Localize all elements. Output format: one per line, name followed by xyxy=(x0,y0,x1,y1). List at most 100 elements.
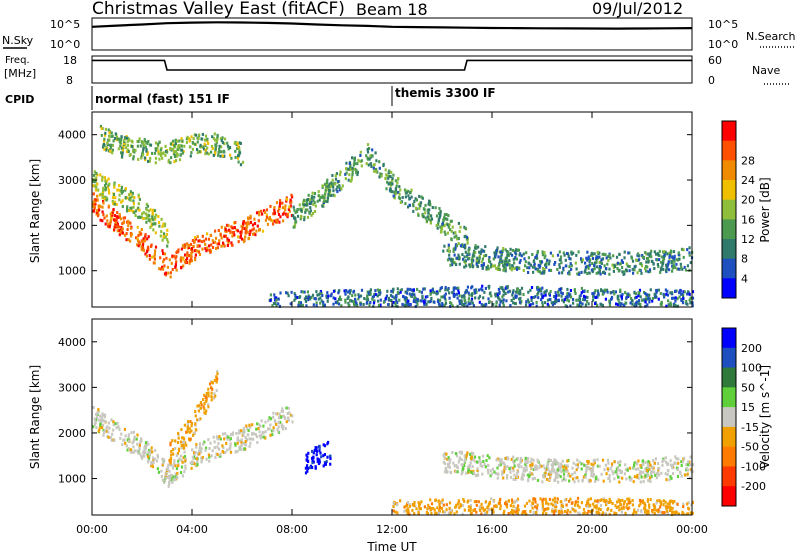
heatmap-cell xyxy=(448,296,451,300)
heatmap-cell xyxy=(627,292,630,296)
heatmap-cell xyxy=(389,189,392,193)
heatmap-cell xyxy=(642,298,645,302)
heatmap-cell xyxy=(682,460,685,464)
heatmap-cell xyxy=(114,222,117,226)
heatmap-cell xyxy=(429,508,433,512)
heatmap-cell xyxy=(372,304,375,308)
heatmap-cell xyxy=(414,206,418,210)
heatmap-cell xyxy=(238,446,241,450)
heatmap-cell xyxy=(542,294,545,298)
heatmap-cell xyxy=(549,251,552,255)
heatmap-cell xyxy=(646,252,649,256)
heatmap-cell xyxy=(498,463,501,467)
heatmap-cell xyxy=(670,291,674,295)
heatmap-cell xyxy=(653,508,656,512)
heatmap-cell xyxy=(406,287,409,291)
heatmap-cell xyxy=(531,472,534,476)
heatmap-cell xyxy=(574,292,577,295)
heatmap-cell xyxy=(584,268,587,272)
heatmap-cell xyxy=(429,292,432,296)
heatmap-cell xyxy=(648,268,652,272)
heatmap-cell xyxy=(159,151,162,155)
heatmap-cell xyxy=(154,245,158,249)
heatmap-cell xyxy=(446,223,449,227)
heatmap-cell xyxy=(638,254,641,258)
heatmap-cell xyxy=(510,457,513,461)
heatmap-cell xyxy=(257,427,260,430)
heatmap-cell xyxy=(253,232,256,236)
heatmap-cell xyxy=(560,261,563,265)
heatmap-cell xyxy=(392,300,395,304)
heatmap-cell xyxy=(237,145,240,149)
heatmap-cell xyxy=(164,475,167,479)
heatmap-cell xyxy=(479,461,483,465)
heatmap-cell xyxy=(643,501,646,505)
heatmap-cell xyxy=(175,475,178,479)
heatmap-cell xyxy=(238,439,241,443)
heatmap-cell xyxy=(255,435,259,439)
heatmap-cell xyxy=(675,304,678,308)
heatmap-cell xyxy=(166,244,169,248)
heatmap-cell xyxy=(138,197,141,201)
heatmap-cell xyxy=(277,425,280,429)
heatmap-cell xyxy=(402,294,405,298)
heatmap-cell xyxy=(122,221,125,225)
heatmap-cell xyxy=(536,267,539,271)
heatmap-cell xyxy=(146,249,149,253)
heatmap-cell xyxy=(403,188,407,192)
heatmap-cell xyxy=(666,473,669,477)
heatmap-cell xyxy=(689,463,692,467)
colorbar-cell xyxy=(722,426,736,448)
heatmap-cell xyxy=(334,301,337,304)
heatmap-cell xyxy=(444,232,447,236)
heatmap-cell xyxy=(107,204,111,208)
heatmap-cell xyxy=(592,502,595,506)
heatmap-cell xyxy=(578,460,581,464)
heatmap-cell xyxy=(123,138,126,142)
heatmap-cell xyxy=(664,288,667,292)
heatmap-cell xyxy=(245,424,248,428)
heatmap-cell xyxy=(455,263,458,267)
heatmap-cell xyxy=(94,421,97,425)
heatmap-cell xyxy=(195,443,198,447)
heatmap-cell xyxy=(649,498,652,502)
heatmap-cell xyxy=(204,411,207,415)
heatmap-cell xyxy=(392,505,395,509)
heatmap-cell xyxy=(686,472,689,476)
heatmap-cell xyxy=(267,427,270,431)
heatmap-cell xyxy=(589,258,592,262)
heatmap-cell xyxy=(518,297,521,301)
heatmap-cell xyxy=(640,264,644,268)
heatmap-cell xyxy=(558,250,561,254)
colorbar-cell xyxy=(722,387,736,408)
heatmap-cell xyxy=(267,419,270,423)
heatmap-cell xyxy=(136,144,139,148)
heatmap-cell xyxy=(567,271,570,275)
heatmap-cell xyxy=(257,210,260,214)
heatmap-cell xyxy=(536,285,540,289)
heatmap-cell xyxy=(245,225,248,229)
heatmap-cell xyxy=(300,290,303,294)
heatmap-cell xyxy=(494,504,497,508)
heatmap-cell xyxy=(688,460,691,464)
heatmap-cell xyxy=(131,441,134,445)
heatmap-cell xyxy=(501,259,504,263)
heatmap-cell xyxy=(619,262,622,266)
heatmap-cell xyxy=(507,290,510,294)
heatmap-cell xyxy=(669,301,672,305)
heatmap-cell xyxy=(635,258,638,262)
heatmap-cell xyxy=(173,155,177,158)
heatmap-cell xyxy=(468,263,471,267)
heatmap-cell xyxy=(337,180,340,183)
heatmap-cell xyxy=(622,506,625,510)
heatmap-cell xyxy=(347,301,350,305)
heatmap-cell xyxy=(323,199,326,203)
heatmap-cell xyxy=(581,302,584,306)
heatmap-cell xyxy=(258,430,261,434)
colorbar-frame xyxy=(721,327,737,507)
heatmap-cell xyxy=(582,475,585,479)
heatmap-cell xyxy=(548,292,551,296)
heatmap-cell xyxy=(501,470,504,474)
heatmap-cell xyxy=(605,472,608,476)
heatmap-cell xyxy=(541,296,544,300)
